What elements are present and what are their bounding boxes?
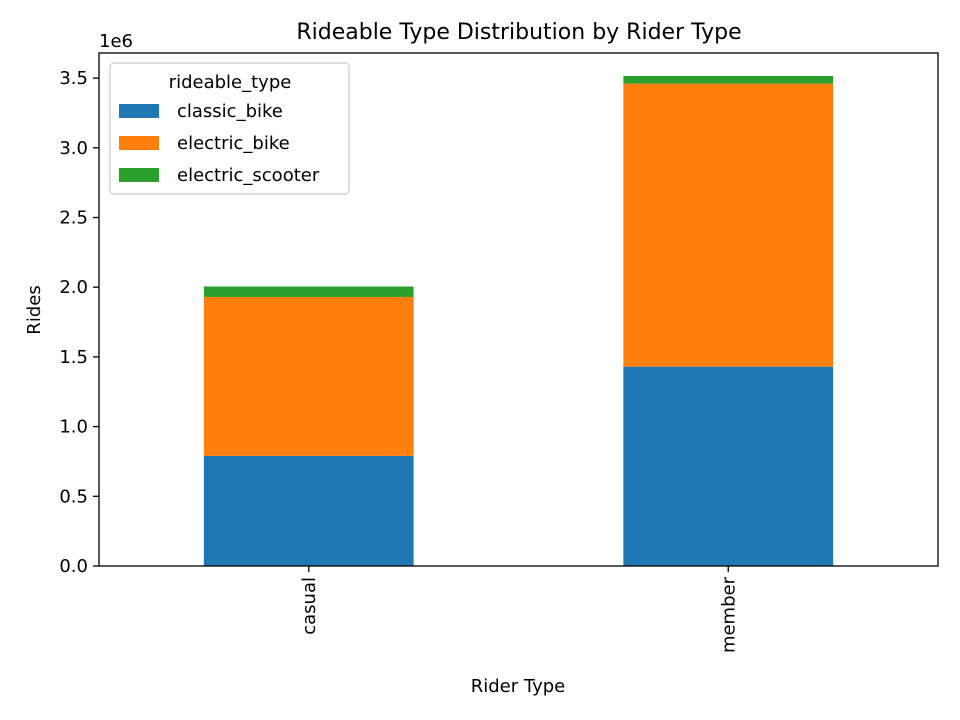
y-tick-label: 1.0 [59,417,88,438]
legend-title: rideable_type [169,72,292,93]
bar-member-electric_bike [623,83,834,367]
bar-member-electric_scooter [623,76,834,84]
x-axis: casual member [299,566,739,653]
legend-label-electric_scooter: electric_scooter [177,165,320,186]
bar-casual-classic_bike [203,455,414,566]
y-tick-label: 2.5 [59,207,88,228]
bar-casual-electric_scooter [203,286,414,297]
y-tick-label: 2.0 [59,277,88,298]
y-tick-label: 0.0 [59,556,88,577]
y-axis: 0.0 0.5 1.0 1.5 2.0 2.5 3.0 3.5 [59,68,99,577]
legend: rideable_type classic_bike electric_bikee… [109,62,350,195]
x-tick-label-casual: casual [299,577,320,635]
y-tick-label: 3.0 [59,138,88,159]
y-tick-label: 3.5 [59,68,88,89]
bar-casual-electric_bike [203,296,414,456]
y-tick-label: 0.5 [59,486,88,507]
legend-box [109,62,350,195]
bar-member-classic_bike [623,366,834,566]
chart-title: Rideable Type Distribution by Rider Type [296,20,741,45]
legend-swatch-electric_bike [119,136,159,150]
bars-layer [203,76,834,566]
legend-swatch-classic_bike [119,104,159,118]
legend-label-electric_bike: electric_bike [177,133,290,154]
x-axis-label: Rider Type [471,676,565,697]
x-tick-label-member: member [718,576,739,653]
legend-swatch-electric_scooter [119,168,159,182]
y-axis-label: Rides [24,285,45,334]
legend-label-classic_bike: classic_bike [177,101,283,122]
plot-frame [98,52,939,567]
y-tick-label: 1.5 [59,347,88,368]
y-axis-scale-label: 1e6 [99,31,133,52]
